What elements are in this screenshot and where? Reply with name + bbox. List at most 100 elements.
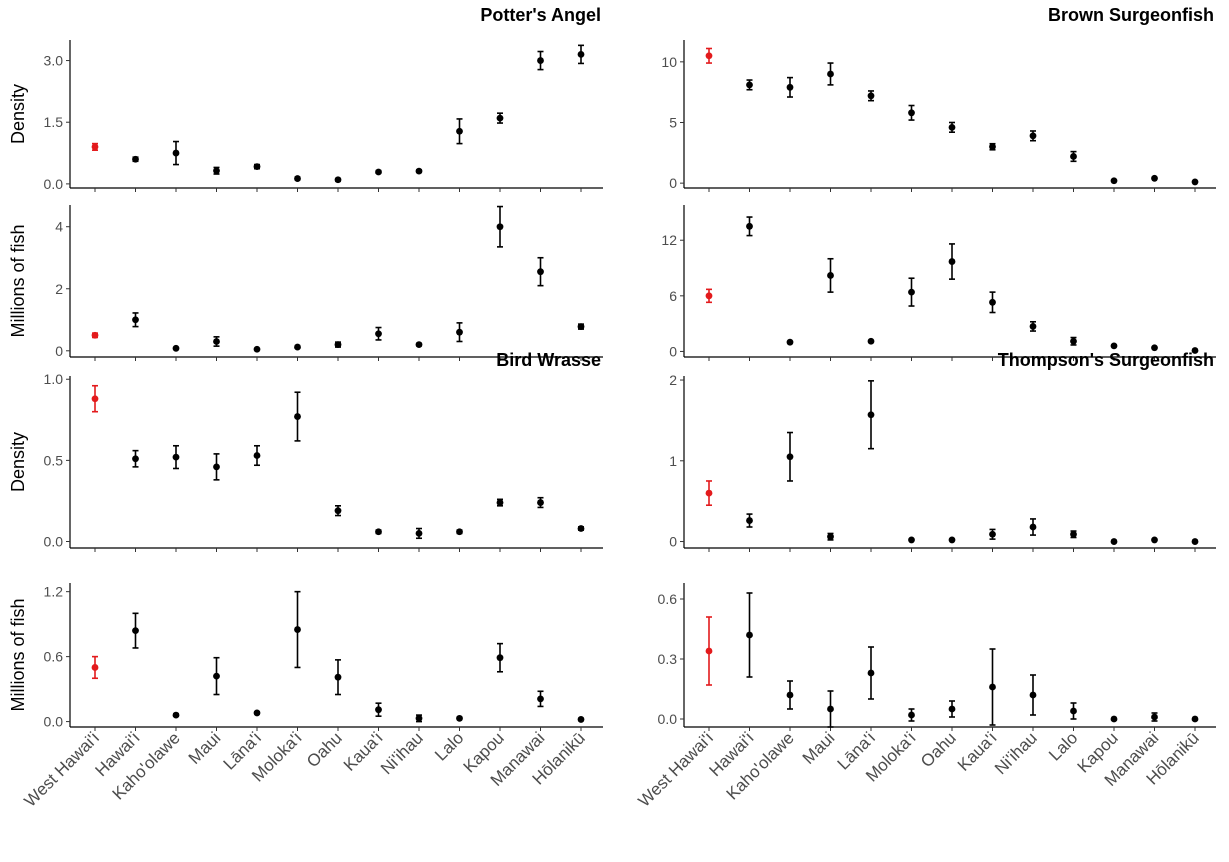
- data-point: [253, 452, 261, 459]
- x-tick-label: Ni'ihau: [377, 728, 427, 778]
- data-point: [746, 222, 753, 230]
- x-tick-label: Maui: [185, 728, 224, 767]
- y-tick-label: 2: [55, 281, 63, 297]
- data-point: [705, 647, 713, 655]
- data-point: [172, 453, 180, 461]
- data-point: [989, 683, 996, 691]
- data-point: [1191, 538, 1199, 545]
- data-point: [1110, 715, 1118, 723]
- data-point: [705, 292, 713, 300]
- y-tick-label: 0: [669, 534, 677, 550]
- y-tick-label: 0: [669, 343, 677, 359]
- data-point: [253, 163, 261, 171]
- data-point: [1070, 337, 1077, 345]
- data-point: [948, 536, 956, 544]
- data-point: [213, 672, 220, 680]
- data-point: [496, 114, 504, 122]
- data-point: [827, 70, 834, 78]
- data-point: [948, 123, 956, 131]
- data-point: [577, 50, 585, 58]
- data-point: [1191, 715, 1199, 723]
- data-point: [294, 413, 301, 420]
- data-point: [948, 705, 956, 713]
- data-point: [989, 298, 996, 306]
- data-point: [908, 109, 915, 117]
- data-point: [132, 455, 139, 463]
- data-point: [456, 127, 463, 135]
- data-point: [1110, 538, 1118, 545]
- data-point: [1151, 713, 1158, 721]
- y-tick-label: 0: [55, 343, 63, 359]
- data-point: [867, 669, 875, 677]
- data-point: [91, 143, 99, 151]
- data-point: [334, 176, 342, 184]
- data-point: [334, 673, 342, 681]
- data-point: [827, 533, 834, 541]
- data-point: [577, 716, 585, 723]
- data-point: [496, 654, 504, 662]
- data-point: [1029, 523, 1037, 531]
- y-tick-label: 0: [669, 175, 677, 191]
- data-point: [705, 52, 713, 60]
- panel-title-3: Thompson's Surgeonfish: [998, 350, 1214, 370]
- y-axis-title: Millions of fish: [8, 224, 28, 337]
- data-point: [537, 499, 544, 506]
- data-point: [213, 463, 220, 471]
- x-tick-label: Ni'ihau: [991, 728, 1041, 778]
- data-point: [91, 331, 99, 339]
- y-axis-title: Density: [8, 84, 28, 144]
- y-tick-label: 4: [55, 219, 63, 235]
- data-point: [294, 626, 301, 633]
- data-point: [496, 499, 504, 506]
- panel-title-0: Potter's Angel: [480, 5, 601, 25]
- data-point: [786, 691, 794, 699]
- data-point: [577, 323, 585, 330]
- data-point: [456, 528, 463, 536]
- data-point: [172, 711, 180, 719]
- data-point: [867, 337, 875, 345]
- y-tick-label: 0.6: [44, 649, 64, 665]
- data-point: [91, 664, 99, 671]
- data-point: [746, 81, 753, 89]
- y-tick-label: 10: [661, 54, 677, 70]
- x-tick-label: Lalo: [1045, 728, 1081, 764]
- data-point: [253, 709, 261, 717]
- x-tick-label: West Hawai'i: [21, 728, 103, 810]
- data-point: [1151, 344, 1158, 352]
- data-point: [456, 328, 463, 336]
- y-axis-title: Millions of fish: [8, 598, 28, 711]
- data-point: [415, 714, 423, 722]
- data-point: [213, 167, 220, 175]
- data-point: [375, 168, 382, 176]
- x-tick-label: Oahu: [303, 728, 346, 771]
- panel-title-2: Bird Wrasse: [496, 350, 601, 370]
- data-point: [334, 507, 342, 515]
- data-point: [415, 529, 423, 537]
- y-tick-label: 1.5: [44, 114, 64, 130]
- x-tick-label: Oahu: [917, 728, 960, 771]
- data-point: [746, 631, 753, 639]
- x-tick-label: Lalo: [431, 728, 467, 764]
- y-tick-label: 1.2: [44, 584, 64, 600]
- data-point: [172, 344, 180, 352]
- data-point: [867, 92, 875, 100]
- data-point: [705, 489, 713, 497]
- y-tick-label: 12: [661, 232, 677, 248]
- data-point: [908, 536, 915, 544]
- y-tick-label: 0.3: [658, 651, 678, 667]
- data-point: [786, 83, 794, 91]
- data-point: [91, 395, 99, 403]
- data-point: [1191, 178, 1199, 186]
- data-point: [496, 223, 504, 231]
- data-point: [827, 705, 834, 713]
- data-point: [786, 338, 794, 346]
- data-point: [908, 288, 915, 296]
- data-point: [1070, 530, 1077, 538]
- data-point: [537, 695, 544, 703]
- data-point: [867, 411, 875, 419]
- data-point: [253, 345, 261, 353]
- x-tick-label: West Hawai'i: [635, 728, 717, 810]
- data-point: [1029, 323, 1037, 330]
- data-point: [1151, 536, 1158, 544]
